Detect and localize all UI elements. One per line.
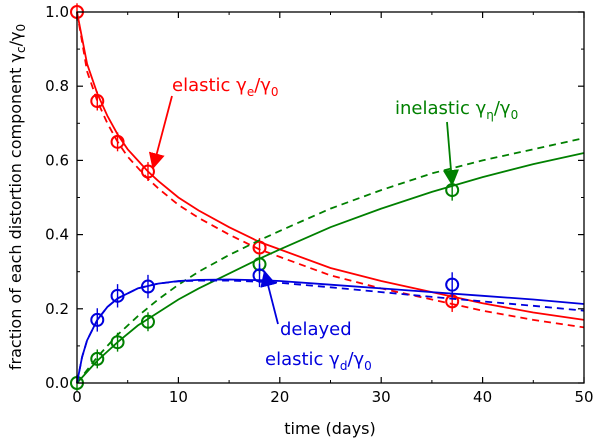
series-elastic xyxy=(70,3,585,329)
y-tick-label: 1.0 xyxy=(45,3,69,21)
elastic-data-point xyxy=(90,94,105,109)
inelastic-data-point xyxy=(90,351,105,366)
annotation-inelastic: inelastic γη/γ0 xyxy=(395,98,518,122)
elastic-data-point xyxy=(252,240,267,255)
y-tick-label: 0.6 xyxy=(45,151,69,169)
y-tick-label: 0.0 xyxy=(45,374,69,392)
y-axis-label: fraction of each distortion component γc… xyxy=(6,24,28,370)
delayed-elastic-data-point xyxy=(90,312,105,327)
x-axis-label: time (days) xyxy=(284,419,375,438)
x-tick-label: 10 xyxy=(169,388,188,406)
ticks-layer: 0 10 20 30 40 50 0.0 0.2 0.4 0.6 0.8 1.0 xyxy=(45,3,593,406)
elastic-solid-fit-line xyxy=(76,11,585,321)
y-tick-label: 0.8 xyxy=(45,77,69,95)
annotation-arrow-delayed1 xyxy=(260,270,279,325)
annotation-arrow-inelastic xyxy=(442,121,460,187)
x-tick-label: 30 xyxy=(372,388,391,406)
series-layer xyxy=(70,3,585,391)
annotation-delayed: delayed xyxy=(280,319,352,340)
x-tick-label: 40 xyxy=(473,388,492,406)
inelastic-data-point xyxy=(140,314,155,329)
inelastic-dashed-fit-line xyxy=(76,137,585,384)
delayed-elastic-data-point xyxy=(445,277,460,292)
annotation-elastic: elastic γe/γ0 xyxy=(172,75,279,99)
y-tick-label: 0.2 xyxy=(45,300,69,318)
plot-frame xyxy=(76,11,585,384)
y-tick-label: 0.4 xyxy=(45,226,69,244)
x-tick-label: 0 xyxy=(72,388,82,406)
delayed-elastic-data-point xyxy=(110,288,125,303)
annotation-delayed-elastic: elastic γd/γ0 xyxy=(265,349,372,373)
x-tick-label: 20 xyxy=(270,388,289,406)
inelastic-data-point xyxy=(110,335,125,350)
x-tick-label: 50 xyxy=(574,388,593,406)
elastic-data-point xyxy=(110,134,125,149)
annotation-arrow-elastic xyxy=(148,95,173,170)
delayed-elastic-data-point xyxy=(140,279,155,294)
elastic-data-point xyxy=(140,164,155,179)
